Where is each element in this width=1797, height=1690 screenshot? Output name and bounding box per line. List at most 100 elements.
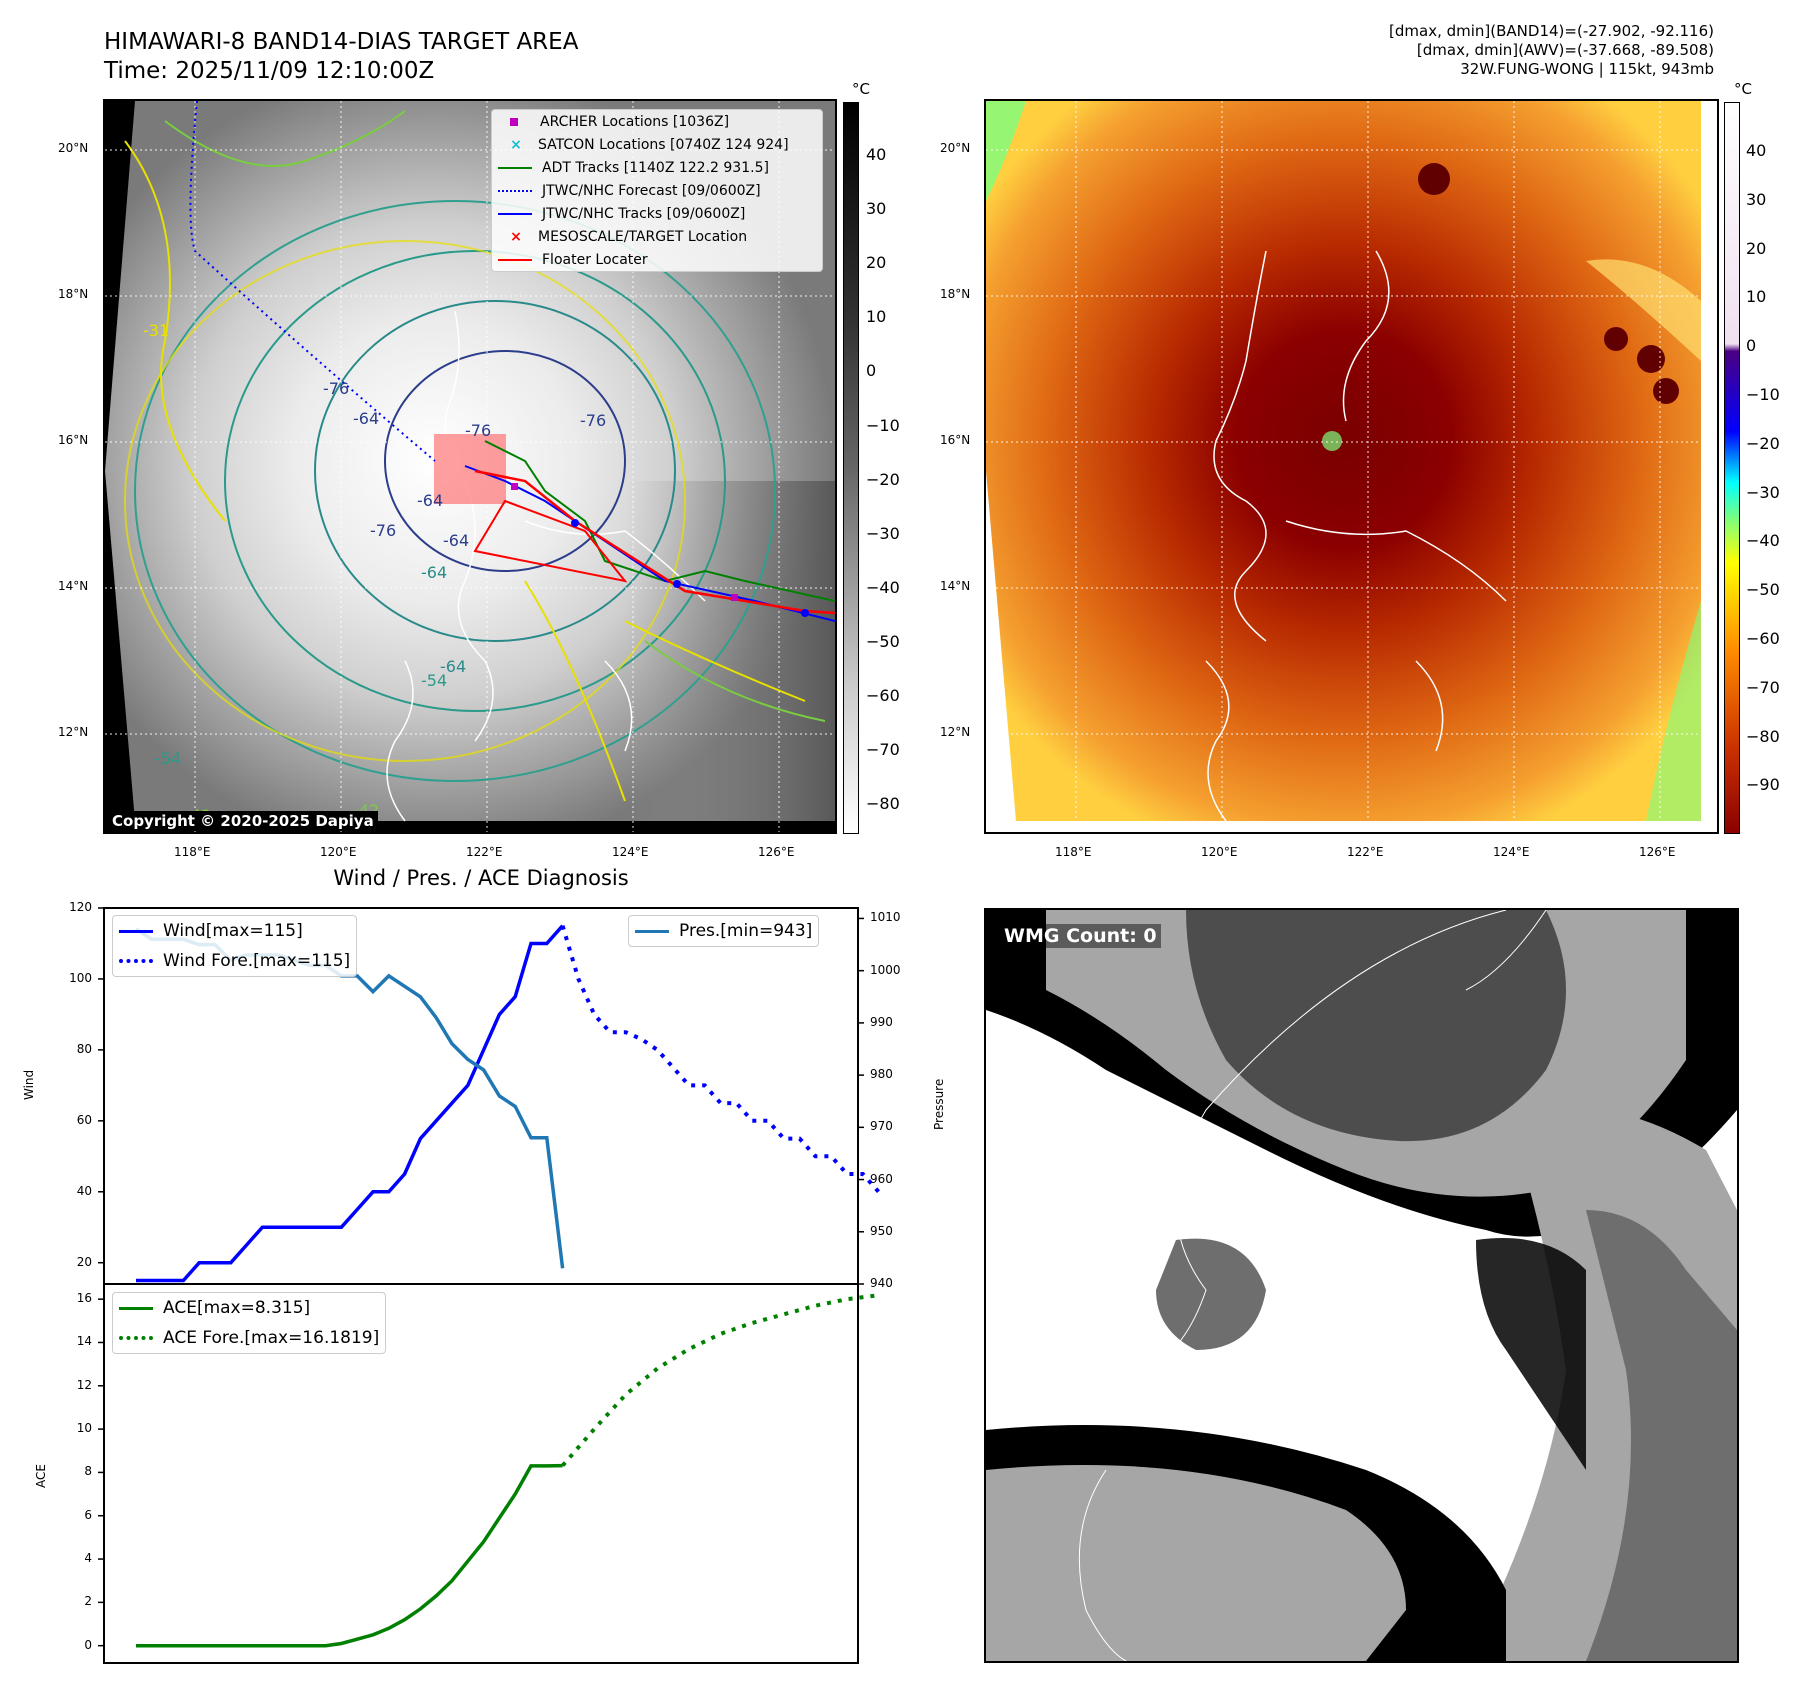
colorbar-tick: −30	[1746, 482, 1780, 502]
legend-item: × SATCON Locations [0740Z 124 924]	[510, 136, 789, 153]
axis-tick-label: 0	[84, 1637, 92, 1652]
lat-tick: 18°N	[58, 287, 89, 301]
ace-forecast-series-line	[561, 1293, 879, 1467]
wind-series-line	[136, 924, 564, 1283]
colorbar-tick: −40	[1746, 531, 1780, 551]
colorbar-tick: −40	[866, 577, 900, 597]
wmg-panel: WMG Count: 0	[984, 908, 1739, 1663]
colorbar-tick: 40	[1746, 141, 1767, 160]
colorbar-tick: −50	[866, 631, 900, 651]
title-line-1: HIMAWARI-8 BAND14-DIAS TARGET AREA	[104, 29, 579, 55]
colorbar-tick: −50	[1746, 580, 1780, 600]
legend-item: ACE Fore.[max=16.1819]	[113, 1323, 385, 1353]
lon-tick: 124°E	[1493, 845, 1530, 859]
contour-label: -31	[143, 321, 170, 340]
info-line-2: [dmax, dmin](AWV)=(-37.668, -89.508)	[1416, 41, 1714, 59]
colorbar-tick: 30	[1746, 189, 1767, 209]
colorbar-unit: °C	[852, 80, 870, 98]
colorbar-tick: −70	[866, 740, 900, 760]
colorbar-tick: 0	[866, 361, 877, 381]
axis-tick-label: 4	[84, 1551, 92, 1566]
colorbar-tick: −10	[866, 415, 900, 435]
legend-item: × MESOSCALE/TARGET Location	[510, 228, 748, 245]
axis-tick-label: 970	[870, 1119, 893, 1134]
colorbar-tick: −60	[1746, 629, 1780, 648]
contour-label: -54	[421, 671, 448, 690]
legend-item: ACE[max=8.315]	[113, 1293, 385, 1323]
band14-colorbar	[843, 102, 859, 834]
lon-tick: 122°E	[466, 845, 503, 859]
lon-tick: 118°E	[174, 845, 211, 859]
lon-tick: 124°E	[612, 845, 649, 859]
colorbar-tick: 10	[866, 307, 887, 327]
axis-tick-label: 950	[870, 1223, 893, 1238]
contour-label: -64	[440, 657, 467, 676]
figure-title: HIMAWARI-8 BAND14-DIAS TARGET AREA Time:…	[104, 28, 578, 86]
contour-label: -64	[443, 531, 470, 550]
colorbar-unit: °C	[1734, 80, 1752, 98]
map-legend: ARCHER Locations [1036Z] × SATCON Locatio…	[491, 109, 823, 272]
axis-tick-label: 1010	[870, 910, 901, 925]
axis-tick-label: 20	[76, 1254, 92, 1269]
ace-axis-label: ACE	[34, 1464, 48, 1488]
axis-tick-label: 6	[84, 1507, 92, 1522]
lat-tick: 18°N	[940, 287, 971, 301]
band14-map: -76 -64 -76 -76 -64 -64 -54 -64 -54 -42 …	[103, 99, 837, 834]
colorbar-tick: −70	[1746, 677, 1780, 697]
colorbar-tick: −20	[866, 469, 900, 489]
lat-tick: 12°N	[940, 725, 971, 739]
title-line-2: Time: 2025/11/09 12:10:00Z	[104, 58, 435, 84]
colorbar-tick: −30	[866, 523, 900, 543]
contour-label: -54	[155, 749, 182, 768]
legend-item: JTWC/NHC Forecast [09/0600Z]	[492, 179, 822, 202]
awv-colorbar	[1724, 102, 1740, 834]
lon-tick: 120°E	[320, 845, 357, 859]
colorbar-tick: 20	[866, 253, 887, 273]
contour-label: -64	[421, 563, 448, 582]
legend-item: JTWC/NHC Tracks [09/0600Z]	[492, 202, 822, 225]
lat-tick: 12°N	[58, 725, 89, 739]
lon-tick: 126°E	[758, 845, 795, 859]
axis-tick-label: 940	[870, 1276, 893, 1290]
awv-map	[984, 99, 1719, 834]
axis-tick-label: 2	[84, 1594, 92, 1609]
legend-item: Pres.[min=943]	[629, 916, 818, 946]
wmg-classification-image	[986, 910, 1737, 1661]
colorbar-tick: −90	[1746, 775, 1780, 795]
lon-tick: 122°E	[1347, 845, 1384, 859]
jtwc-forecast-track	[189, 101, 436, 462]
axis-tick-label: 16	[76, 1291, 92, 1306]
legend-item: Wind[max=115]	[113, 916, 356, 946]
colorbar-tick: 10	[1746, 287, 1767, 307]
lat-tick: 14°N	[58, 579, 89, 593]
colorbar-tick: −80	[1746, 726, 1780, 746]
colorbar-tick: −20	[1746, 433, 1780, 453]
wind-axis-label: Wind	[22, 1069, 36, 1100]
axis-tick-label: 14	[76, 1334, 92, 1349]
legend-item: Wind Fore.[max=115]	[113, 946, 356, 976]
lon-tick: 120°E	[1201, 845, 1238, 859]
colorbar-tick: −60	[866, 686, 900, 705]
axis-tick-label: 100	[69, 970, 92, 985]
axis-tick-label: 960	[870, 1171, 893, 1186]
wmg-count-label: WMG Count: 0	[1000, 924, 1161, 948]
colorbar-tick: −10	[1746, 385, 1780, 404]
contour-label: -64	[417, 491, 444, 510]
lat-tick: 16°N	[58, 433, 89, 447]
axis-tick-label: 120	[69, 900, 92, 914]
contour-label: -76	[370, 521, 397, 540]
adt-track	[484, 440, 835, 602]
band14-imagery	[105, 101, 835, 832]
storm-info: [dmax, dmin](BAND14)=(-27.902, -92.116) …	[1389, 22, 1714, 79]
contour-label: -76	[465, 421, 492, 440]
floater-track	[474, 469, 835, 615]
ace-series-line	[136, 1463, 563, 1648]
contour-labels: -76 -64 -76 -76 -64 -64 -54 -64 -54 -42 …	[105, 101, 835, 832]
axis-tick-label: 980	[870, 1067, 893, 1082]
info-line-1: [dmax, dmin](BAND14)=(-27.902, -92.116)	[1389, 22, 1714, 40]
axis-tick-label: 8	[84, 1464, 92, 1479]
lat-tick: 14°N	[940, 579, 971, 593]
colorbar-tick: 0	[1746, 336, 1757, 356]
diagnosis-title: Wind / Pres. / ACE Diagnosis	[333, 866, 629, 890]
lon-tick: 126°E	[1639, 845, 1676, 859]
